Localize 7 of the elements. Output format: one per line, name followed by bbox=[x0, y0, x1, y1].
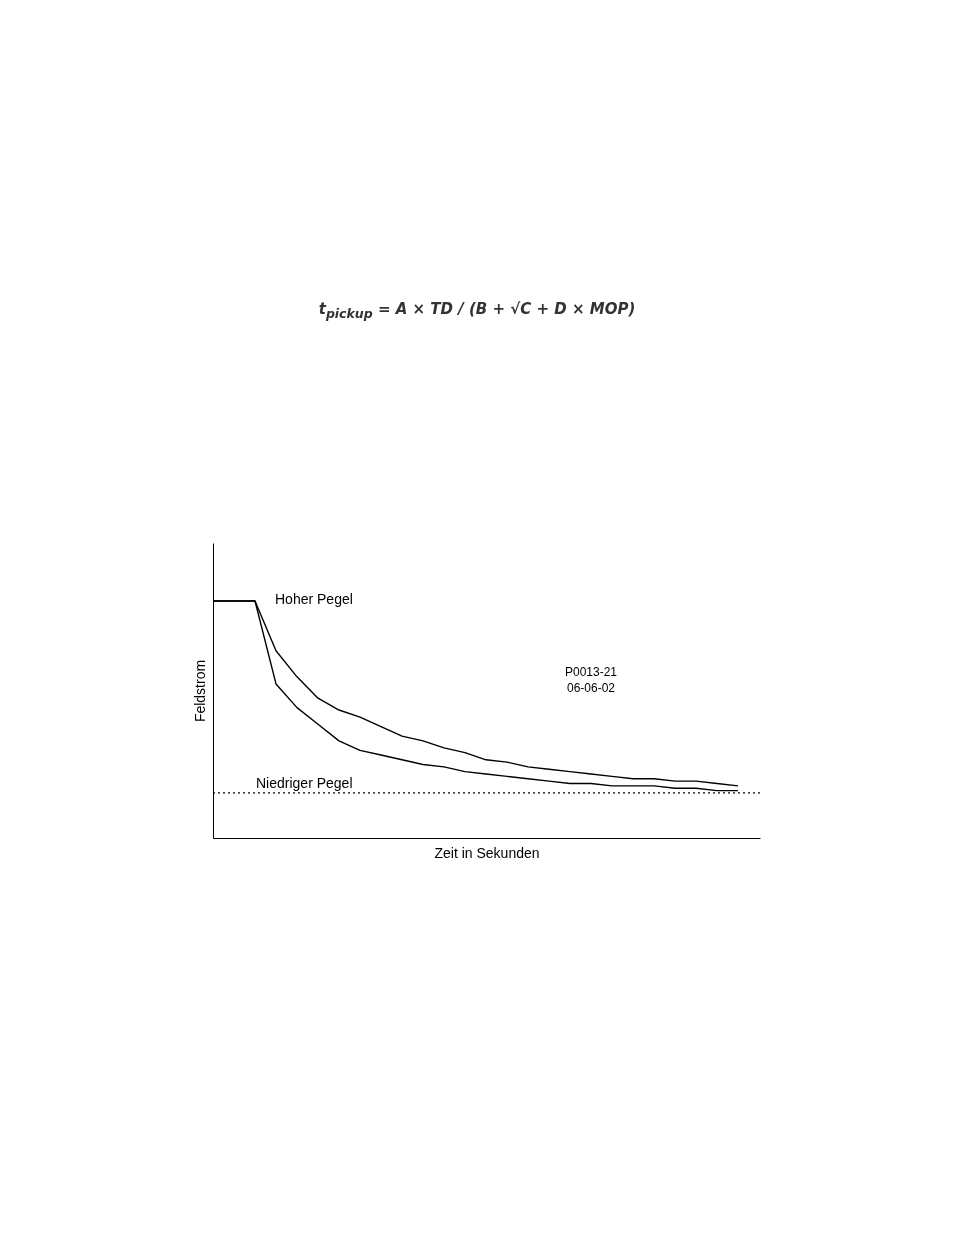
annotation: Hoher Pegel bbox=[275, 591, 353, 607]
x-axis-title: Zeit in Sekunden bbox=[434, 844, 540, 861]
annotation: 06-06-02 bbox=[566, 681, 616, 695]
y-axis-title: Feldstrom bbox=[191, 659, 208, 723]
annotation: P0013-21 bbox=[564, 665, 618, 679]
ref-line-label: Niedriger Pegel bbox=[256, 774, 353, 791]
text: t$_{pickup}$ = A × TD / (B + √C + D × MOP) bbox=[317, 300, 637, 321]
